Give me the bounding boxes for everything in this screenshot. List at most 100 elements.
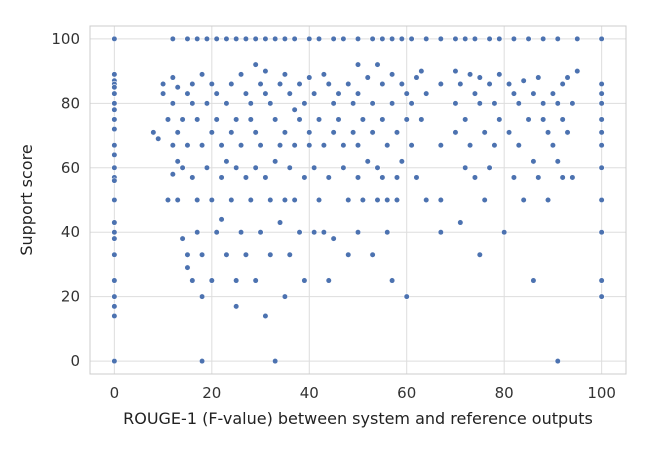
data-point	[462, 35, 469, 42]
data-point	[471, 90, 479, 97]
data-point	[330, 35, 337, 42]
data-point	[262, 312, 269, 320]
data-point	[403, 293, 410, 300]
data-point	[330, 100, 337, 107]
data-point	[452, 129, 459, 136]
data-point	[111, 71, 118, 78]
data-point	[549, 142, 557, 149]
data-point	[252, 164, 259, 171]
data-point	[452, 68, 459, 75]
data-point	[252, 61, 259, 68]
data-point	[569, 174, 576, 181]
data-point	[335, 90, 342, 97]
data-point	[174, 158, 181, 165]
data-point	[369, 100, 376, 107]
data-point	[476, 251, 483, 258]
data-point	[437, 196, 444, 204]
data-point	[111, 100, 118, 107]
data-point	[169, 74, 176, 81]
data-point	[233, 116, 240, 123]
data-point	[413, 74, 420, 81]
data-point	[393, 129, 401, 136]
data-point	[525, 116, 532, 123]
data-point	[242, 90, 250, 97]
data-point	[554, 358, 561, 365]
data-point	[198, 293, 206, 300]
x-tick-label: 100	[587, 384, 616, 402]
data-point	[320, 229, 327, 236]
data-point	[179, 116, 186, 123]
data-point	[233, 164, 240, 171]
data-point	[189, 100, 196, 107]
data-point	[242, 174, 250, 181]
data-point	[111, 196, 118, 204]
data-point	[408, 100, 415, 107]
data-point	[471, 35, 479, 42]
data-point	[345, 251, 352, 258]
data-point	[169, 100, 176, 107]
data-point	[598, 129, 605, 136]
data-point	[208, 80, 215, 88]
data-point	[574, 68, 581, 75]
data-point	[218, 216, 225, 223]
data-point	[515, 142, 522, 149]
data-point	[389, 71, 396, 78]
data-point	[501, 229, 508, 236]
data-point	[535, 74, 542, 81]
data-point	[228, 196, 235, 204]
points-layer	[111, 35, 605, 365]
data-point	[544, 129, 552, 136]
data-point	[510, 174, 518, 181]
data-point	[272, 158, 279, 165]
data-point	[354, 61, 362, 68]
plot-border	[89, 25, 627, 375]
data-point	[306, 74, 313, 81]
data-point	[418, 68, 425, 75]
data-point	[184, 35, 191, 42]
y-tick-label: 80	[61, 94, 80, 112]
data-point	[486, 80, 493, 88]
data-point	[252, 277, 259, 284]
data-point	[286, 251, 293, 258]
data-point	[466, 142, 474, 149]
data-point	[345, 196, 352, 204]
data-point	[559, 80, 566, 88]
data-point	[311, 164, 318, 171]
data-point	[272, 35, 279, 42]
data-point	[281, 293, 289, 300]
data-point	[267, 251, 274, 258]
data-point	[530, 90, 537, 97]
data-point	[364, 74, 371, 81]
data-point	[564, 74, 571, 81]
data-point	[520, 196, 527, 204]
data-point	[554, 158, 561, 165]
data-point	[481, 196, 488, 204]
data-point	[354, 142, 362, 149]
data-point	[520, 77, 527, 84]
data-point	[379, 35, 386, 42]
y-axis-title: Support score	[17, 144, 36, 255]
data-point	[306, 142, 313, 149]
data-point	[330, 235, 337, 242]
data-point	[374, 196, 381, 204]
data-point	[354, 229, 362, 236]
data-point	[286, 164, 293, 171]
data-point	[213, 90, 220, 97]
data-point	[208, 277, 215, 284]
data-point	[291, 35, 298, 42]
data-point	[505, 129, 513, 136]
data-point	[530, 277, 537, 284]
data-point	[174, 84, 181, 91]
data-point	[262, 90, 269, 97]
data-point	[598, 142, 605, 149]
data-point	[320, 71, 327, 78]
data-point	[574, 35, 581, 42]
data-point	[237, 229, 245, 236]
data-point	[296, 80, 303, 88]
data-point	[340, 142, 347, 149]
data-point	[233, 35, 240, 42]
data-point	[330, 129, 337, 136]
data-point	[179, 164, 186, 171]
data-point	[111, 303, 118, 310]
data-point	[393, 174, 401, 181]
